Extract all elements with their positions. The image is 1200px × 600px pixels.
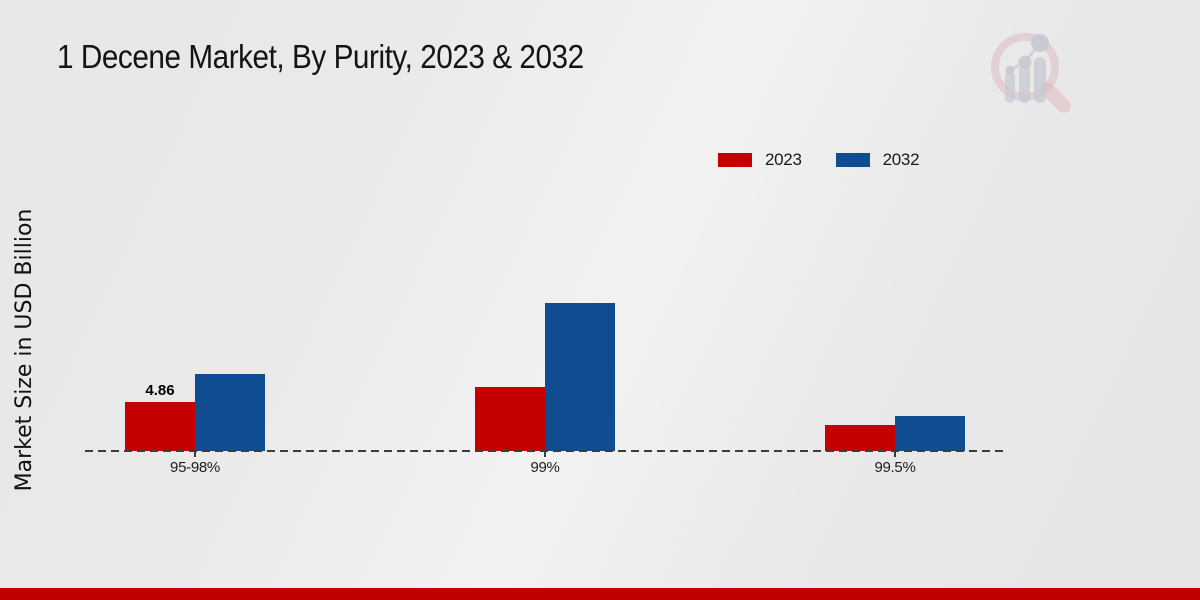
- legend-label-2023: 2023: [765, 150, 802, 169]
- magnifier-bar-chart-logo-icon: [991, 33, 1071, 113]
- data-label-4-86: 4.86: [145, 382, 175, 399]
- legend: 2023 2032: [718, 150, 920, 170]
- legend-item-2023: 2023: [718, 150, 802, 170]
- bar-2023-99-5: [825, 425, 895, 451]
- x-axis-tick: [194, 451, 196, 457]
- legend-label-2032: 2032: [882, 150, 920, 169]
- chart-title: 1 Decene Market, By Purity, 2023 & 2032: [57, 38, 584, 75]
- x-tick-label-99-5: 99.5%: [874, 459, 916, 476]
- x-tick-label-99: 99%: [530, 459, 560, 476]
- bar-2032-95-98: [195, 374, 265, 451]
- legend-swatch-2023: [718, 153, 752, 167]
- bar-2032-99-5: [895, 416, 965, 451]
- bar-2023-99: [475, 387, 545, 451]
- x-axis-tick: [544, 451, 546, 457]
- x-axis-tick: [894, 451, 896, 457]
- legend-swatch-2032: [835, 153, 870, 167]
- legend-item-2032: 2032: [835, 150, 920, 170]
- bar-2032-99: [545, 303, 615, 451]
- bar-2023-95-98: [125, 402, 195, 451]
- footer-accent-bar: [0, 588, 1200, 600]
- x-tick-label-95-98: 95-98%: [170, 459, 220, 476]
